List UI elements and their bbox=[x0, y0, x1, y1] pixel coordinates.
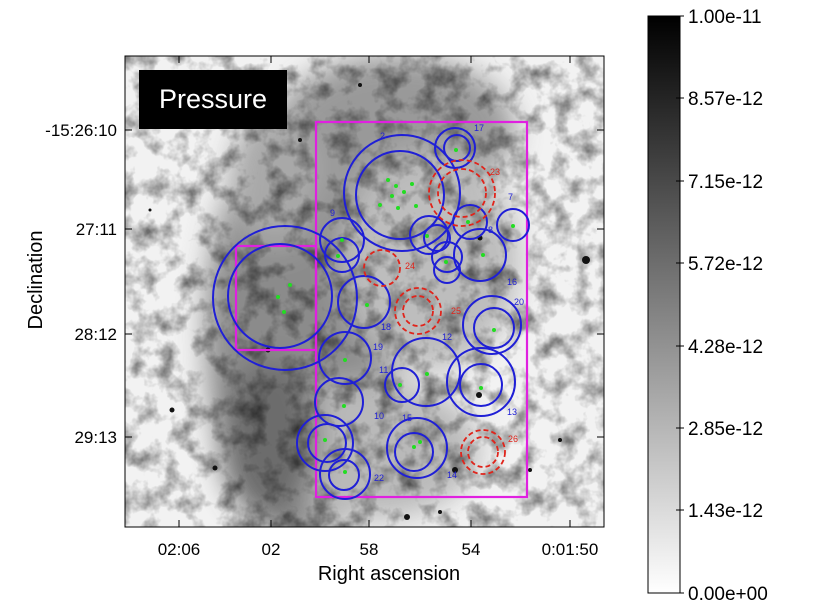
region-label: 25 bbox=[451, 306, 461, 316]
blue-region-ring bbox=[314, 377, 364, 427]
blue-region-ring bbox=[453, 228, 507, 282]
blue-region-ring bbox=[318, 331, 372, 385]
blue-region-ring bbox=[307, 423, 347, 463]
blue-region-ring bbox=[434, 127, 476, 169]
region-label: 24 bbox=[405, 261, 415, 271]
y-tick-label: 29:13 bbox=[74, 428, 117, 447]
red-region-ring bbox=[394, 287, 442, 335]
title-box: Pressure bbox=[139, 70, 287, 129]
blue-region-ring bbox=[296, 414, 354, 472]
region-label: 20 bbox=[514, 297, 524, 307]
region-label: 8 bbox=[488, 225, 493, 235]
y-tick-labels: -15:26:10 27:11 28:12 29:13 bbox=[45, 121, 117, 447]
blue-region-ring bbox=[446, 347, 516, 417]
region-label: 7 bbox=[508, 192, 513, 202]
blue-region-ring bbox=[394, 432, 434, 472]
x-tick-label: 54 bbox=[462, 540, 481, 559]
blue-region-ring bbox=[452, 204, 488, 240]
source-markers bbox=[276, 148, 515, 474]
x-tick-labels: 02:06 02 58 54 0:01:50 bbox=[158, 540, 599, 559]
red-region-ring bbox=[460, 429, 506, 475]
colorbar-label: 1.00e-11 bbox=[688, 7, 762, 28]
region-label: 15 bbox=[402, 413, 412, 423]
region-label: 2 bbox=[380, 131, 385, 141]
blue-regions bbox=[212, 127, 530, 500]
blue-region-ring bbox=[409, 215, 449, 255]
red-region-ring bbox=[467, 436, 499, 468]
blue-region-ring bbox=[355, 150, 445, 240]
region-label: 23 bbox=[490, 167, 500, 177]
colorbar-label: 1.43e-12 bbox=[688, 501, 763, 522]
colorbar-label: 0.00e+00 bbox=[688, 584, 768, 605]
blue-region-ring bbox=[319, 448, 371, 500]
x-tick-label: 02 bbox=[262, 540, 281, 559]
blue-region-ring bbox=[459, 363, 503, 407]
y-tick-label: -15:26:10 bbox=[45, 121, 117, 140]
axis-ticks bbox=[125, 56, 604, 527]
region-label: 14 bbox=[447, 470, 457, 480]
region-label: 19 bbox=[373, 342, 383, 352]
blue-region-ring bbox=[384, 367, 420, 403]
blue-region-ring bbox=[433, 256, 461, 284]
blue-region-ring bbox=[337, 275, 391, 329]
region-label: 16 bbox=[507, 277, 517, 287]
blue-region-ring bbox=[319, 217, 365, 263]
x-tick-label: 02:06 bbox=[158, 540, 201, 559]
colorbar-gradient bbox=[647, 15, 681, 594]
y-tick-label: 28:12 bbox=[74, 325, 117, 344]
x-axis-title: Right ascension bbox=[318, 563, 460, 585]
red-region-ring bbox=[437, 168, 487, 218]
region-label: 10 bbox=[374, 411, 384, 421]
x-tick-label: 58 bbox=[360, 540, 379, 559]
blue-region-ring bbox=[496, 208, 530, 242]
region-label: 18 bbox=[381, 322, 391, 332]
blue-region-ring bbox=[328, 459, 360, 491]
region-label: 11 bbox=[379, 365, 388, 375]
region-label: 12 bbox=[442, 332, 452, 342]
blue-region-ring bbox=[227, 243, 333, 349]
region-label: 26 bbox=[508, 434, 518, 444]
region-label: 13 bbox=[507, 407, 517, 417]
region-label: 9 bbox=[330, 208, 335, 218]
region-label: 17 bbox=[474, 123, 484, 133]
blue-region-ring bbox=[431, 241, 463, 273]
red-region-ring bbox=[402, 295, 434, 327]
region-labels: 2 17 7 8 9 16 20 18 19 12 11 13 10 15 14… bbox=[330, 123, 524, 483]
plot-frame bbox=[124, 55, 605, 528]
colorbar: 1.00e-11 8.57e-12 7.15e-12 5.72e-12 4.28… bbox=[647, 7, 768, 605]
blue-region-ring bbox=[343, 134, 461, 252]
x-tick-label: 0:01:50 bbox=[542, 540, 599, 559]
y-tick-label: 27:11 bbox=[76, 220, 117, 239]
y-axis-title: Declination bbox=[25, 231, 47, 330]
blue-region-ring bbox=[443, 134, 471, 162]
rectangle-regions bbox=[234, 120, 529, 499]
colorbar-label: 8.57e-12 bbox=[688, 89, 763, 110]
red-region-ring bbox=[363, 249, 401, 287]
blue-region-ring bbox=[423, 224, 451, 252]
small-rectangle bbox=[234, 244, 318, 352]
colorbar-label: 4.28e-12 bbox=[688, 337, 763, 358]
title-text: Pressure bbox=[159, 84, 267, 114]
red-region-ring bbox=[428, 159, 496, 227]
blue-region-ring bbox=[473, 307, 515, 349]
colorbar-label: 7.15e-12 bbox=[688, 172, 763, 193]
colorbar-label: 5.72e-12 bbox=[688, 254, 763, 275]
red-regions bbox=[363, 159, 506, 475]
blue-region-ring bbox=[386, 417, 448, 479]
colorbar-label: 2.85e-12 bbox=[688, 419, 763, 440]
blue-region-ring bbox=[462, 295, 522, 355]
region-label: 22 bbox=[374, 473, 384, 483]
blue-region-ring bbox=[212, 225, 358, 371]
